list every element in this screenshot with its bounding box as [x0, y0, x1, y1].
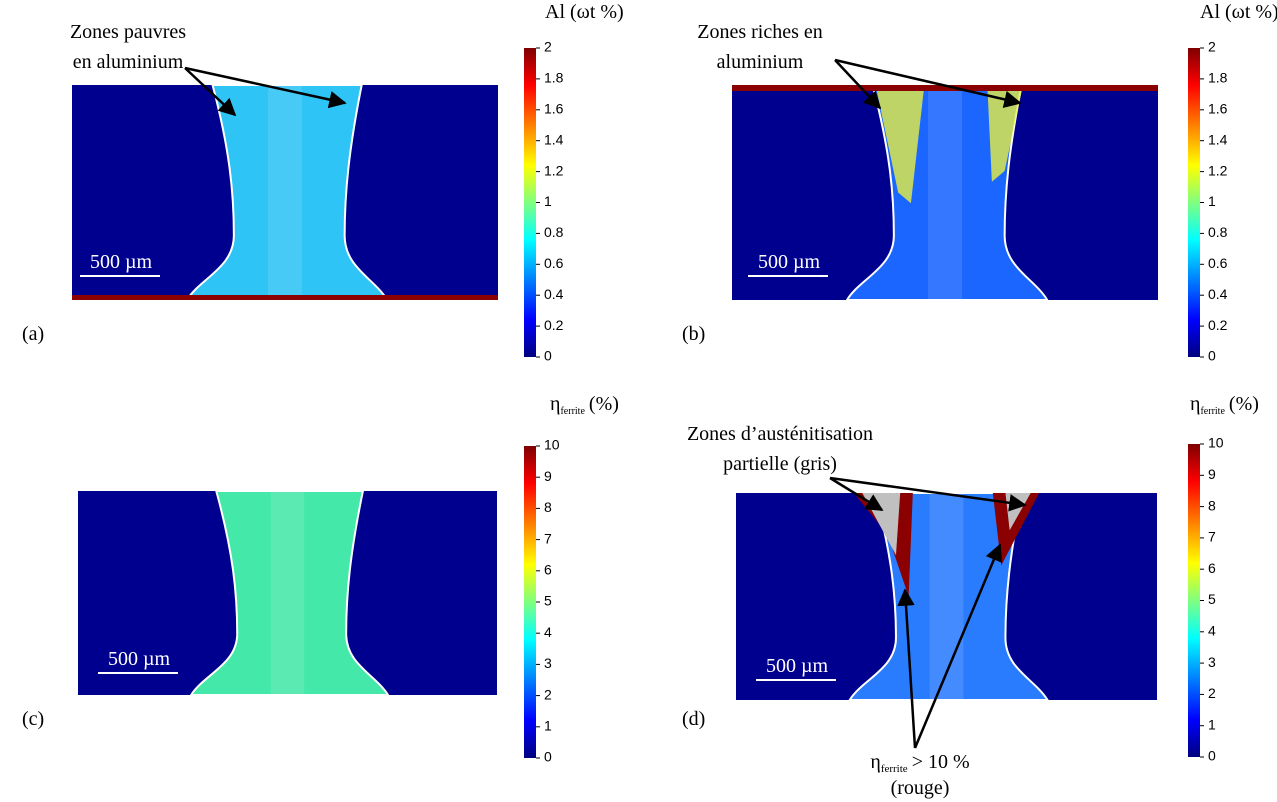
unit: (%) [589, 393, 619, 415]
center-band [927, 85, 963, 300]
scale-bar-label: 500 µm [758, 251, 821, 273]
colorbar-tick-label: 0 [544, 348, 552, 364]
partial-zone [992, 493, 1040, 566]
rich-zone [876, 91, 924, 204]
arrow [897, 588, 917, 749]
colorbar-tick-label: 1 [1208, 716, 1216, 732]
colorbar-tick-label: 0.2 [1208, 317, 1228, 333]
colorbar-tick-label: 4 [1208, 623, 1216, 639]
arrow [834, 58, 1022, 108]
panel-label: (c) [22, 708, 44, 730]
colorbar-tick-label: 0.6 [544, 255, 564, 271]
colorbar-tick-label: 0.4 [1208, 286, 1228, 302]
colorbar-tick-label: 9 [544, 468, 552, 484]
colorbar-tick-label: 6 [1208, 560, 1216, 576]
colorbar-tick-label: 1 [544, 718, 552, 734]
scale-bar-label: 500 µm [90, 251, 153, 273]
colorbar-tick-label: 1.8 [544, 70, 564, 86]
colorbar-title: ηferrite (%) [550, 393, 619, 417]
colorbar-tick-label: 1 [1208, 193, 1216, 209]
annotation: Zones pauvres [70, 21, 186, 43]
colorbar-tick-label: 0.8 [1208, 224, 1228, 240]
colorbar [524, 48, 536, 357]
colorbar-tick-label: 2 [544, 39, 552, 55]
annotation: Zones d’austénitisation [687, 423, 873, 445]
arrow [829, 476, 1027, 512]
colorbar-tick-label: 7 [1208, 529, 1216, 545]
arrow [913, 543, 1002, 749]
colorbar-tick-label: 0.6 [1208, 255, 1228, 271]
colorbar-tick-label: 1.4 [544, 131, 564, 147]
annotation: ηferrite > 10 % [870, 751, 969, 775]
panel-label: (a) [22, 323, 44, 345]
scale-bar-label: 500 µm [766, 655, 829, 677]
weld-zone [189, 490, 390, 696]
colorbar-tick-label: 3 [544, 655, 552, 671]
annotation: en aluminium [73, 51, 184, 73]
colorbar-tick-label: 5 [1208, 591, 1216, 607]
annotation: partielle (gris) [723, 453, 837, 475]
colorbar-tick-label: 1.6 [544, 101, 564, 117]
colorbar [524, 446, 536, 758]
al-coating [732, 85, 1158, 91]
colorbar-tick-label: 2 [544, 686, 552, 702]
symbol: η [1190, 393, 1200, 415]
arrow [184, 66, 347, 109]
symbol: η [870, 751, 880, 773]
colorbar-tick-label: 6 [544, 562, 552, 578]
colorbar-tick-label: 1.6 [1208, 101, 1228, 117]
colorbar-tick-label: 0 [1208, 748, 1216, 764]
colorbar-tick-label: 5 [544, 593, 552, 609]
center-band [267, 85, 303, 300]
center-band [270, 491, 305, 695]
colorbar-title: Al (ωt %) [545, 1, 624, 23]
colorbar-tick-label: 1.2 [1208, 162, 1228, 178]
colorbar-tick-label: 1.8 [1208, 70, 1228, 86]
colorbar-tick-label: 8 [1208, 497, 1216, 513]
colorbar-tick-label: 0 [1208, 348, 1216, 364]
panel-label: (d) [682, 708, 705, 730]
subscript: ferrite [1200, 406, 1225, 417]
arrow [184, 67, 237, 117]
colorbar-tick-label: 0 [544, 749, 552, 765]
colorbar-tick-label: 0.2 [544, 317, 564, 333]
colorbar-title: Al (ωt %) [1200, 1, 1277, 23]
arrow [829, 476, 884, 512]
center-band [929, 493, 964, 700]
rich-zone [987, 91, 1022, 182]
symbol: η [550, 393, 560, 415]
colorbar-tick-label: 1.4 [1208, 131, 1228, 147]
colorbar-tick-label: 2 [1208, 685, 1216, 701]
subscript: ferrite [881, 763, 908, 775]
panel-label: (b) [682, 323, 705, 345]
scale-bar-label: 500 µm [108, 648, 171, 670]
colorbar-tick-label: 10 [544, 437, 560, 453]
colorbar-tick-label: 0.8 [544, 224, 564, 240]
colorbar-tick-label: 7 [544, 530, 552, 546]
colorbar-tick-label: 2 [1208, 39, 1216, 55]
arrow [834, 59, 882, 110]
colorbar [1188, 48, 1200, 357]
colorbar-tick-label: 1 [544, 193, 552, 209]
annotation: aluminium [717, 51, 804, 73]
subscript: ferrite [560, 406, 585, 417]
annotation: Zones riches en [697, 21, 823, 43]
colorbar-tick-label: 10 [1208, 435, 1224, 451]
colorbar-tick-label: 3 [1208, 654, 1216, 670]
annotation: (rouge) [891, 777, 950, 799]
colorbar-tick-label: 4 [544, 624, 552, 640]
colorbar-tick-label: 8 [544, 499, 552, 515]
colorbar [1188, 444, 1200, 757]
colorbar-tick-label: 1.2 [544, 162, 564, 178]
unit: (%) [1229, 393, 1259, 415]
colorbar-tick-label: 9 [1208, 466, 1216, 482]
al-coating [72, 295, 498, 300]
colorbar-tick-label: 0.4 [544, 286, 564, 302]
relation: > 10 % [912, 751, 970, 773]
colorbar-title: ηferrite (%) [1190, 393, 1259, 417]
